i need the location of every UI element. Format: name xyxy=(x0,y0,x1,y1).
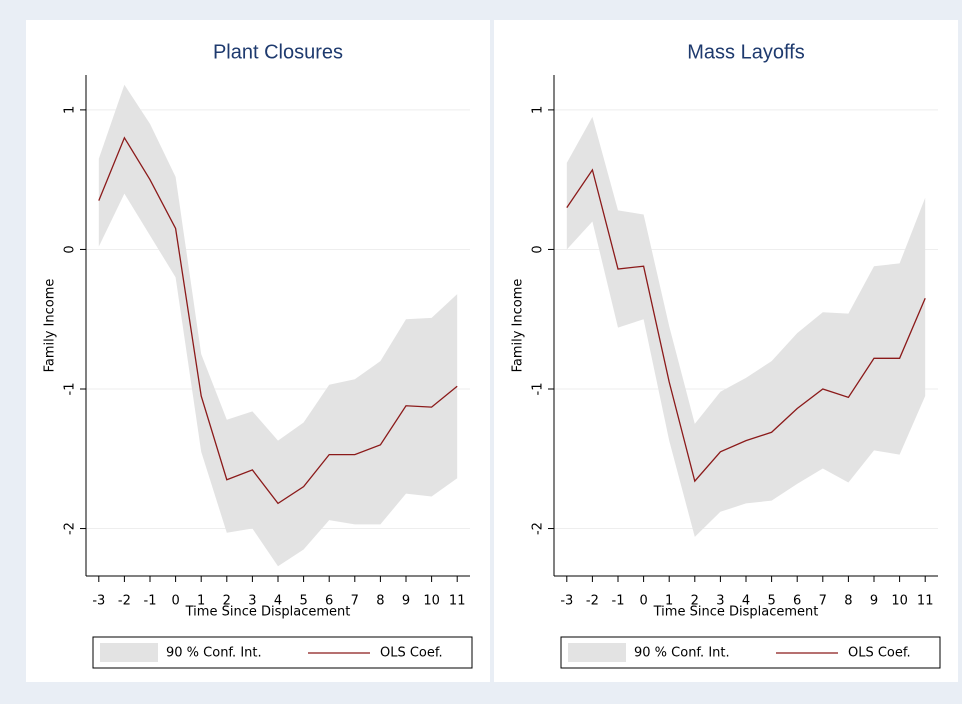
y-axis-title: Family Income xyxy=(511,279,526,373)
legend-label: OLS Coef. xyxy=(380,646,443,661)
x-tick-label: -1 xyxy=(144,594,157,609)
y-tick-label: 0 xyxy=(531,245,546,253)
x-tick-label: 4 xyxy=(742,594,750,609)
chart-title: Mass Layoffs xyxy=(687,41,804,63)
legend-label: OLS Coef. xyxy=(848,646,911,661)
x-tick-label: 6 xyxy=(325,594,333,609)
y-tick-label: -1 xyxy=(531,383,546,396)
x-axis-title: Time Since Displacement xyxy=(653,605,819,620)
legend-swatch xyxy=(100,643,158,662)
y-tick-label: -1 xyxy=(63,383,78,396)
x-tick-label: 10 xyxy=(423,594,440,609)
y-tick-label: -2 xyxy=(63,522,78,535)
x-tick-label: -1 xyxy=(612,594,625,609)
x-tick-label: 11 xyxy=(449,594,466,609)
x-tick-label: -2 xyxy=(586,594,599,609)
x-tick-label: 0 xyxy=(639,594,647,609)
x-tick-label: 5 xyxy=(299,594,307,609)
legend-label: 90 % Conf. Int. xyxy=(634,646,730,661)
x-tick-label: 3 xyxy=(248,594,256,609)
x-tick-label: 1 xyxy=(665,594,673,609)
x-tick-label: 2 xyxy=(223,594,231,609)
x-tick-label: 7 xyxy=(819,594,827,609)
x-tick-label: 10 xyxy=(891,594,908,609)
x-tick-label: 7 xyxy=(351,594,359,609)
y-tick-label: 0 xyxy=(63,245,78,253)
x-tick-label: 11 xyxy=(917,594,934,609)
x-tick-label: 0 xyxy=(171,594,179,609)
x-tick-label: -3 xyxy=(92,594,105,609)
y-tick-label: 1 xyxy=(531,106,546,114)
x-tick-label: 9 xyxy=(402,594,410,609)
legend-label: 90 % Conf. Int. xyxy=(166,646,262,661)
x-tick-label: 9 xyxy=(870,594,878,609)
y-tick-label: -2 xyxy=(531,522,546,535)
line xyxy=(98,136,458,505)
x-tick-label: -2 xyxy=(118,594,131,609)
x-tick-label: 1 xyxy=(197,594,205,609)
x-tick-label: 3 xyxy=(716,594,724,609)
y-tick-label: 1 xyxy=(63,106,78,114)
x-tick-label: 4 xyxy=(274,594,282,609)
x-tick-label: 8 xyxy=(376,594,384,609)
confidence-band xyxy=(98,84,458,567)
confidence-band xyxy=(566,116,926,537)
x-axis-title: Time Since Displacement xyxy=(185,605,351,620)
line xyxy=(566,168,926,483)
chart-title: Plant Closures xyxy=(213,41,343,63)
legend-swatch xyxy=(568,643,626,662)
x-tick-label: 2 xyxy=(691,594,699,609)
x-tick-label: 5 xyxy=(767,594,775,609)
y-axis-title: Family Income xyxy=(43,279,58,373)
x-tick-label: 8 xyxy=(844,594,852,609)
x-tick-label: -3 xyxy=(560,594,573,609)
x-tick-label: 6 xyxy=(793,594,801,609)
